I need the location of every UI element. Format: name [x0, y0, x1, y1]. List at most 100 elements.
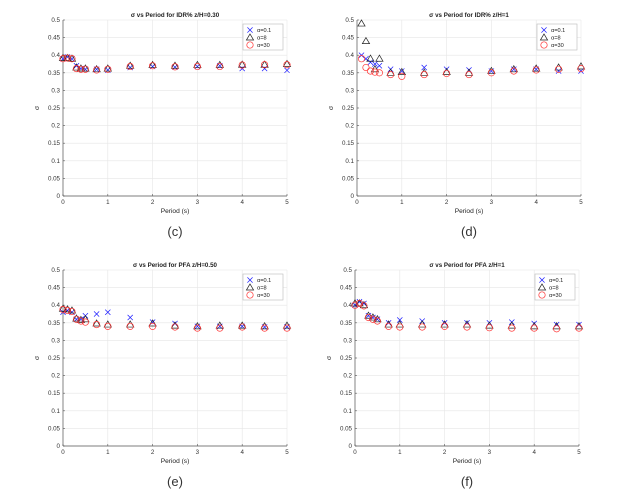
chart-panel-3: 0 0.05 0.1 0.15 0.2 0.25 0.3 0.35 0.4 0.45 0.5 0 1 2 3… — [34, 262, 292, 489]
data-point — [509, 64, 519, 73]
data-point — [103, 64, 113, 72]
legend-marker — [539, 33, 549, 41]
legend-marker — [245, 33, 255, 41]
x-tick-label: 1 — [106, 199, 110, 206]
x-axis-label: Period (s) — [161, 208, 190, 215]
x-tick-label: 1 — [106, 449, 110, 456]
data-point — [92, 64, 101, 73]
x-marker-stroke — [261, 65, 268, 72]
y-tick-label: 0.2 — [51, 123, 60, 130]
y-tick-label: 0.25 — [48, 105, 61, 112]
panel-caption: (c) — [167, 224, 182, 239]
x-tick-label: 4 — [534, 199, 538, 206]
y-tick-label: 0.45 — [342, 35, 355, 42]
x-tick-label: 1 — [400, 199, 404, 206]
x-axis-label: Period (s) — [453, 458, 482, 465]
y-axis-label: σ — [34, 356, 41, 360]
data-point — [72, 314, 81, 322]
x-tick-label: 2 — [151, 199, 155, 206]
x-marker-stroke — [104, 309, 111, 316]
y-tick-label: 0.3 — [343, 337, 352, 344]
x-marker-stroke — [284, 67, 290, 74]
x-tick-label: 5 — [285, 199, 289, 206]
y-tick-label: 0.3 — [51, 87, 60, 94]
y-tick-label: 0 — [349, 443, 353, 450]
data-point — [260, 60, 269, 68]
y-tick-label: 0 — [57, 443, 61, 450]
y-axis-label: σ — [328, 106, 335, 110]
data-point — [530, 324, 538, 332]
data-point — [442, 67, 451, 75]
data-point — [238, 61, 246, 69]
data-point — [488, 68, 495, 74]
data-point — [81, 318, 89, 326]
data-point — [355, 299, 364, 307]
y-tick-label: 0.35 — [340, 320, 353, 327]
data-point — [93, 66, 101, 74]
y-tick-label: 0.25 — [342, 105, 355, 112]
y-tick-label: 0.45 — [340, 285, 353, 292]
y-tick-label: 0.1 — [343, 408, 352, 415]
y-tick-label: 0.05 — [340, 425, 353, 432]
data-point — [125, 61, 135, 69]
data-point — [440, 320, 449, 328]
data-point — [396, 323, 404, 331]
data-point — [148, 60, 157, 68]
chart-panel-4: 0 0.05 0.1 0.15 0.2 0.25 0.3 0.35 0.4 0.45 0.5 0 1 2 3… — [326, 262, 584, 489]
data-point — [510, 67, 518, 75]
data-point — [398, 68, 405, 74]
x-marker-stroke — [372, 61, 378, 67]
data-point — [359, 300, 369, 309]
x-marker-stroke — [398, 68, 405, 74]
y-tick-label: 0.15 — [48, 390, 61, 397]
x-marker-stroke — [247, 27, 253, 33]
x-axis-label: Period (s) — [161, 458, 190, 465]
x-tick-label: 2 — [151, 449, 155, 456]
data-point — [170, 61, 180, 69]
data-point — [68, 55, 76, 63]
x-axis-label: Period (s) — [455, 208, 484, 215]
y-tick-label: 0.5 — [51, 17, 60, 24]
data-point — [398, 72, 406, 80]
data-point — [194, 323, 201, 330]
legend-entry: α=0.1 — [551, 28, 565, 34]
data-point — [376, 62, 383, 69]
data-point — [487, 66, 496, 74]
data-point — [532, 66, 540, 74]
data-point — [375, 54, 384, 62]
data-point — [58, 53, 68, 61]
data-point — [375, 69, 383, 77]
y-tick-label: 0.05 — [48, 425, 61, 432]
y-tick-label: 0.1 — [51, 408, 60, 415]
data-point — [485, 324, 493, 332]
data-point — [63, 54, 72, 62]
chart-title: σ vs Period for IDR% z/H=1 — [429, 12, 509, 19]
panel-caption: (f) — [461, 474, 473, 489]
data-point — [237, 321, 247, 329]
x-tick-label: 5 — [577, 449, 581, 456]
x-tick-label: 4 — [240, 199, 244, 206]
data-point — [396, 317, 403, 323]
data-point — [104, 322, 112, 330]
data-point — [193, 322, 202, 330]
data-point — [103, 320, 113, 328]
data-point — [367, 59, 374, 66]
data-point — [77, 65, 85, 73]
data-point — [170, 321, 180, 329]
data-point — [463, 323, 471, 331]
y-tick-label: 0.15 — [340, 390, 353, 397]
x-tick-label: 0 — [61, 449, 65, 456]
y-tick-label: 0.3 — [51, 337, 60, 344]
data-point — [93, 66, 100, 73]
legend-marker — [538, 291, 546, 299]
legend: α=0.1 α=8α=30 — [534, 273, 576, 301]
data-point — [171, 323, 179, 331]
chart-panel-2: 0 0.05 0.1 0.15 0.2 0.25 0.3 0.35 0.4 0.45 0.5 0 1 2 3… — [328, 12, 586, 239]
data-point — [59, 305, 67, 313]
data-point — [421, 64, 428, 71]
series-2 — [58, 53, 292, 73]
y-tick-label: 0.4 — [345, 52, 354, 59]
y-tick-label: 0.4 — [51, 52, 60, 59]
y-tick-label: 0.5 — [345, 17, 354, 24]
data-point — [364, 313, 372, 322]
